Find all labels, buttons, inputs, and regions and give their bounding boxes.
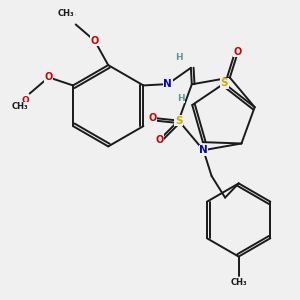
Text: CH₃: CH₃: [230, 278, 247, 287]
Text: O: O: [22, 96, 30, 105]
Text: O: O: [155, 135, 164, 145]
Text: O: O: [234, 47, 242, 57]
Text: O: O: [91, 36, 99, 46]
Text: O: O: [68, 11, 76, 20]
Text: H: H: [175, 53, 183, 62]
Text: O: O: [149, 113, 157, 123]
Text: S: S: [175, 116, 182, 126]
Text: CH₃: CH₃: [12, 102, 28, 111]
Text: H: H: [177, 94, 185, 103]
Text: S: S: [220, 78, 228, 88]
Text: O: O: [44, 72, 53, 82]
Text: N: N: [164, 79, 172, 89]
Text: N: N: [199, 145, 208, 155]
Text: CH₃: CH₃: [58, 9, 74, 18]
